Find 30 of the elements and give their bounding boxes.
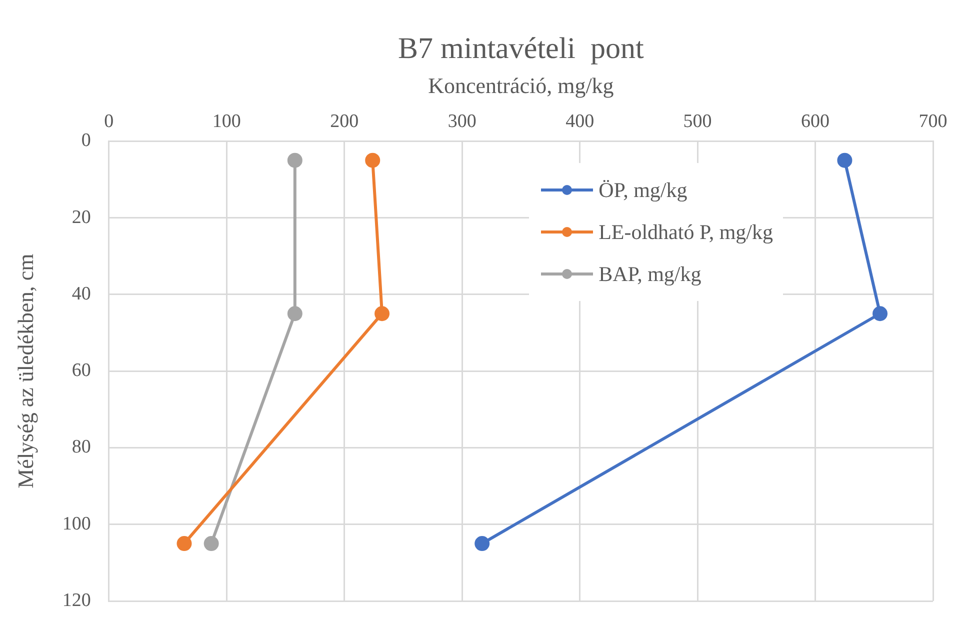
x-tick-label: 600 <box>801 110 830 132</box>
legend-label: BAP, mg/kg <box>598 262 702 287</box>
point <box>374 306 390 322</box>
y-tick-label: 100 <box>62 513 91 534</box>
x-axis-title: Koncentráció, mg/kg <box>428 72 614 98</box>
x-tick-label: 700 <box>918 110 948 132</box>
point <box>872 306 888 322</box>
x-tick-label: 100 <box>212 110 241 132</box>
y-tick-label: 60 <box>72 360 91 382</box>
point <box>474 536 490 552</box>
point <box>837 152 852 168</box>
x-tick-label: 200 <box>330 110 359 132</box>
point <box>287 306 302 322</box>
y-tick-label: 20 <box>72 206 91 228</box>
y-tick-label: 80 <box>72 436 91 458</box>
x-tick-label: 300 <box>448 110 476 132</box>
y-tick-label: 0 <box>81 130 91 152</box>
x-tick-label: 500 <box>683 110 712 132</box>
point <box>287 152 302 168</box>
y-axis-title: Mélység az üledékben, cm <box>12 254 38 488</box>
point <box>204 536 219 552</box>
x-tick-label: 400 <box>566 110 594 132</box>
y-tick-label: 120 <box>62 590 91 611</box>
legend-label: LE-oldható P, mg/kg <box>598 220 773 245</box>
x-tick-label: 0 <box>104 110 114 132</box>
y-tick-label: 40 <box>72 283 91 304</box>
point <box>365 152 380 168</box>
point <box>176 536 192 552</box>
legend-label: ÖP, mg/kg <box>598 178 688 203</box>
chart-title: B7 mintavételi pont <box>398 32 645 65</box>
